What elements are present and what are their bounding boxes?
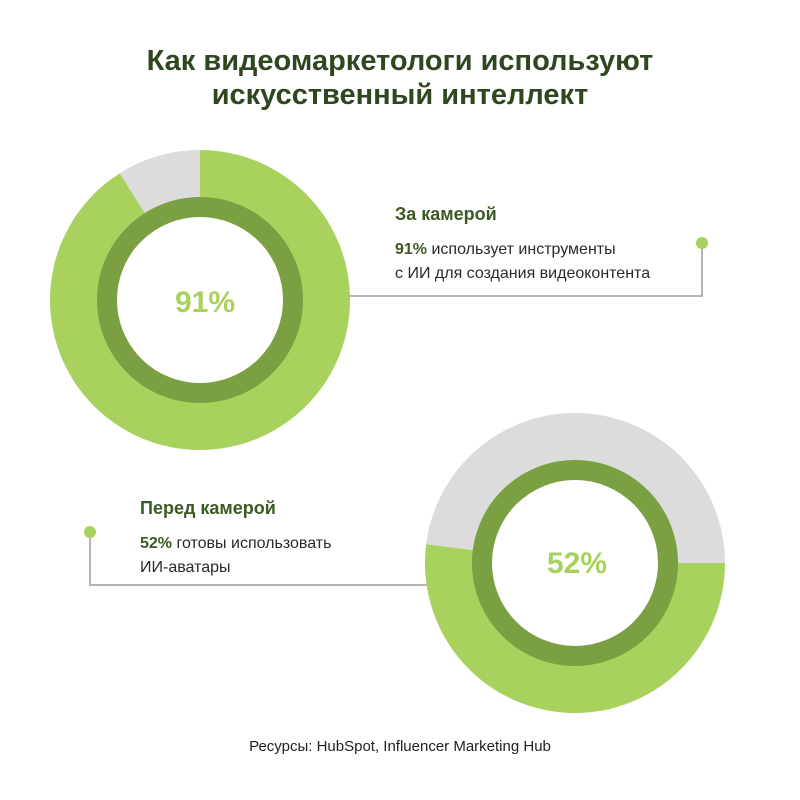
callout-2-value: 52% xyxy=(140,535,173,552)
donut-2-center-label: 52% xyxy=(547,547,607,580)
donut-1-center-label: 91% xyxy=(175,286,235,319)
donut-1-inner-ring xyxy=(97,197,303,403)
callout-connector-1 xyxy=(348,243,703,297)
callout-dot-1 xyxy=(696,237,708,249)
callout-2-text-line-1: готовы использовать xyxy=(172,535,332,552)
donut-2-remainder-segment xyxy=(426,412,725,563)
donut-2-inner-ring xyxy=(472,460,678,666)
donut-2-value-segment xyxy=(425,544,725,713)
chart-title: Как видеомаркетологи используют искусств… xyxy=(0,44,800,112)
callout-1-value: 91% xyxy=(395,241,428,258)
donut-chart-2: 52% xyxy=(425,412,725,713)
callout-dot-2 xyxy=(84,526,96,538)
callout-1-text: 91% использует инструменты с ИИ для созд… xyxy=(395,238,650,286)
callout-2-text: 52% готовы использовать ИИ-аватары xyxy=(140,532,331,580)
callout-1-text-line-2: с ИИ для создания видеоконтента xyxy=(395,265,651,282)
callout-2-text-line-2: ИИ-аватары xyxy=(140,559,231,576)
callout-connector-2 xyxy=(89,532,428,586)
title-line-1: Как видеомаркетологи используют xyxy=(146,45,654,77)
callout-1-heading: За камерой xyxy=(395,204,497,224)
donut-1-value-segment xyxy=(49,150,350,450)
title-line-2: искусственный интеллект xyxy=(211,79,589,111)
source-note: Ресурсы: HubSpot, Influencer Marketing H… xyxy=(249,738,551,755)
donut-chart-1: 91% xyxy=(49,150,350,450)
callout-2-heading: Перед камерой xyxy=(140,498,276,518)
callout-1-text-line-1: использует инструменты xyxy=(427,241,616,258)
